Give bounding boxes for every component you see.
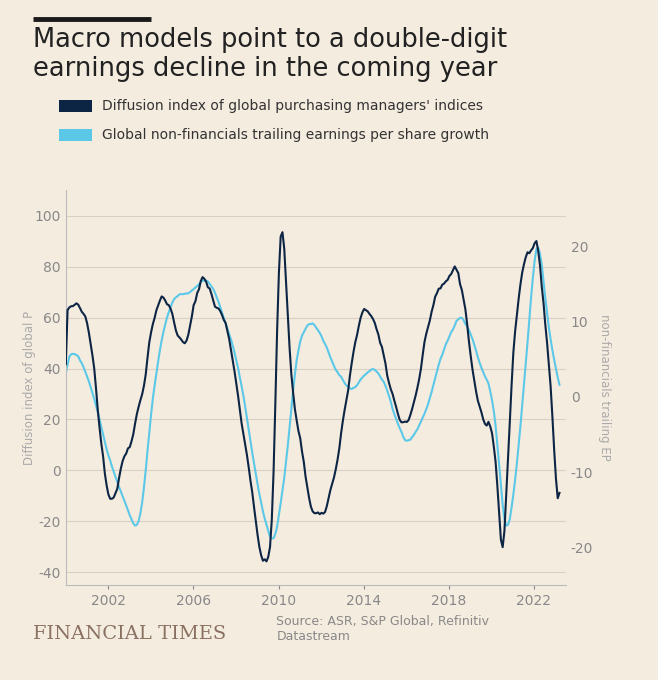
Y-axis label: non-financials trailing EP: non-financials trailing EP [598, 314, 611, 461]
Text: Macro models point to a double-digit: Macro models point to a double-digit [33, 27, 507, 53]
Text: Global non-financials trailing earnings per share growth: Global non-financials trailing earnings … [102, 128, 489, 141]
Text: FINANCIAL TIMES: FINANCIAL TIMES [33, 625, 226, 643]
Text: Diffusion index of global purchasing managers' indices: Diffusion index of global purchasing man… [102, 99, 483, 113]
Text: earnings decline in the coming year: earnings decline in the coming year [33, 56, 497, 82]
Y-axis label: Diffusion index of global P: Diffusion index of global P [22, 311, 36, 464]
Text: Source: ASR, S&P Global, Refinitiv
Datastream: Source: ASR, S&P Global, Refinitiv Datas… [276, 615, 490, 643]
